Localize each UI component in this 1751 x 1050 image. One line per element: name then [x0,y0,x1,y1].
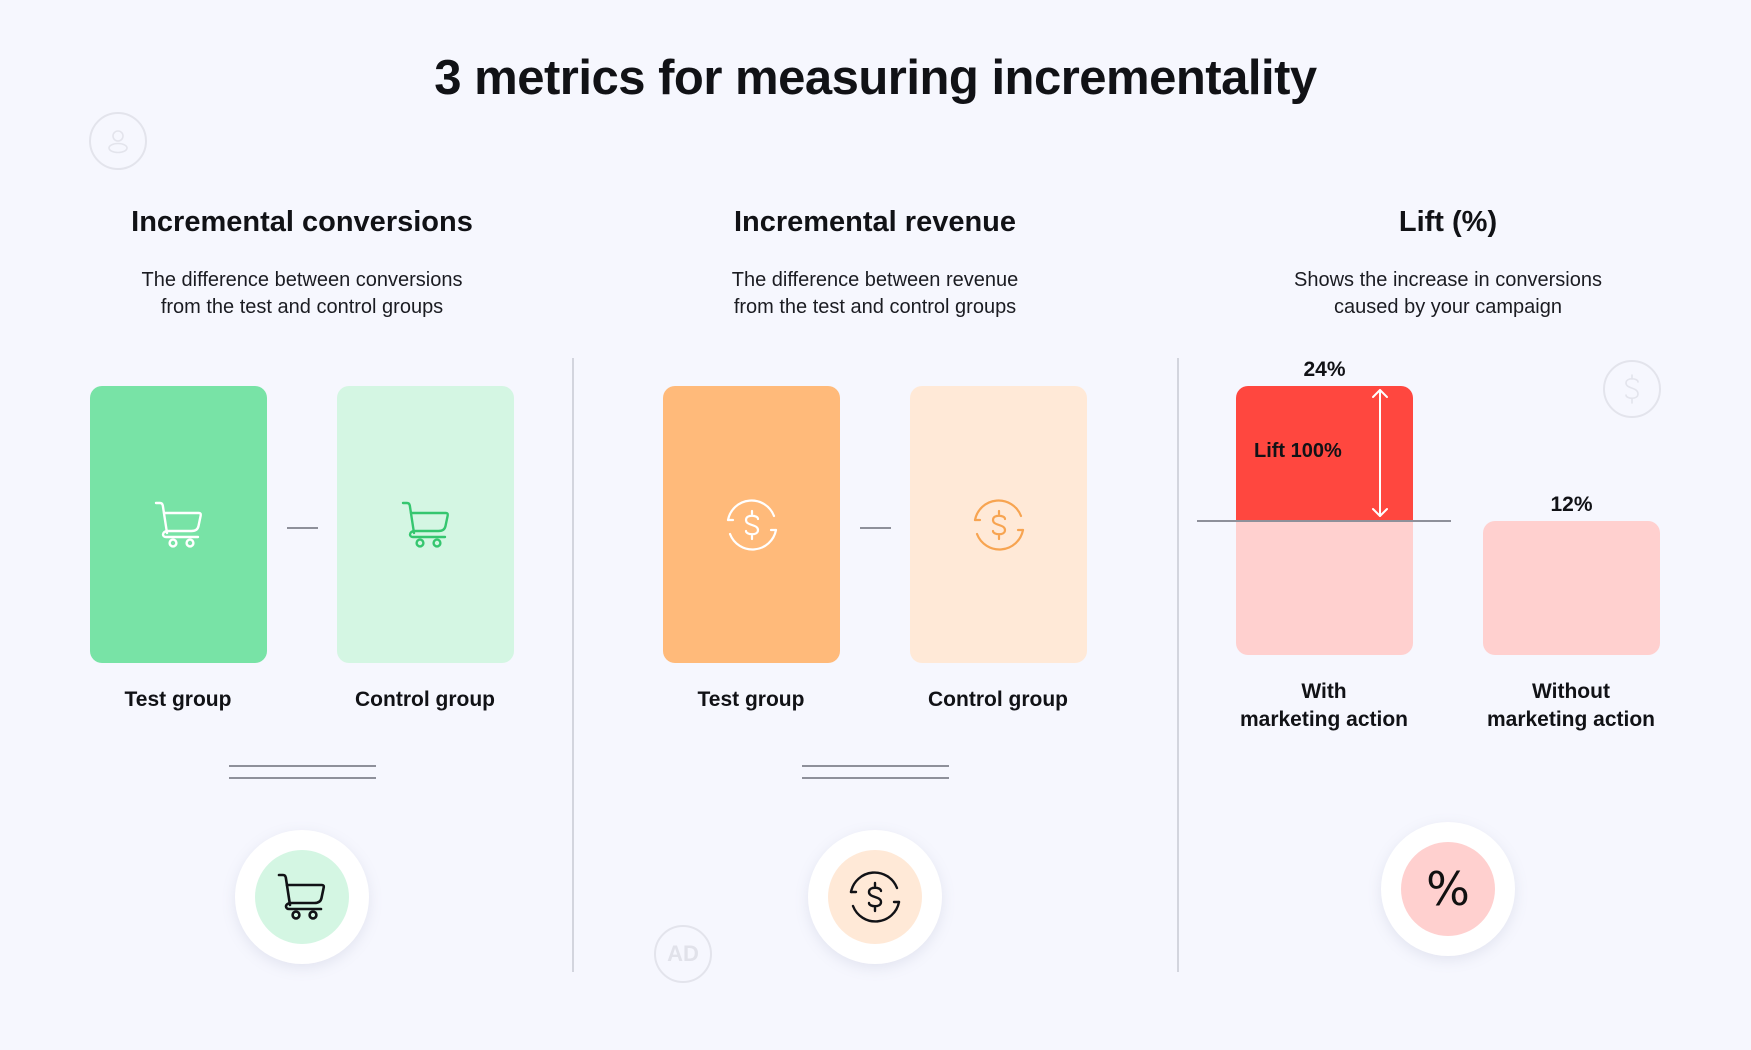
equals-operator-line [229,777,376,779]
baseline-segment [1236,521,1413,655]
without-marketing-label: Without marketing action [1441,678,1701,734]
label-line: marketing action [1239,708,1409,731]
result-badge [808,830,942,964]
baseline-line [1197,520,1451,522]
description-line: The difference between revenue [731,269,1019,291]
label-line: Without [1532,680,1610,703]
ad-badge-text: AD [667,941,699,966]
minus-operator [860,527,891,529]
dollar-cycle-icon [849,871,901,923]
test-group-label: Test group [124,688,232,711]
shopping-cart-icon [401,501,449,548]
control-group-label: Control group [928,688,1068,711]
shopping-cart-icon [154,501,202,548]
user-icon [89,112,147,170]
description-line: The difference between conversions [141,269,463,291]
ad-icon: AD [654,925,712,983]
description-line: from the test and control groups [160,296,444,318]
column-divider [572,358,574,972]
test-group-box [90,386,267,663]
dollar-cycle-icon [973,499,1024,550]
equals-operator-line [802,765,949,767]
with-marketing-bar [1236,386,1413,655]
description-line: from the test and control groups [733,296,1017,318]
metric-description: Shows the increase in conversions caused… [1188,267,1708,321]
with-marketing-label: With marketing action [1194,678,1454,734]
control-group-box [910,386,1087,663]
metric-heading: Incremental conversions [131,206,473,238]
lift-label: Lift 100% [1254,440,1342,462]
without-marketing-bar [1483,521,1660,655]
shopping-cart-icon [277,873,326,920]
dollar-icon [1603,360,1661,418]
test-group-label: Test group [697,688,805,711]
percent-icon: % [1426,862,1470,916]
column-divider [1177,358,1179,972]
test-group-box [663,386,840,663]
metric-heading: Lift (%) [1398,206,1498,238]
description-line: Shows the increase in conversions [1294,269,1602,291]
equals-operator-line [802,777,949,779]
page-title: 3 metrics for measuring incrementality [434,51,1317,105]
minus-operator [287,527,318,529]
dollar-cycle-icon [726,499,777,550]
metric-heading: Incremental revenue [733,206,1017,238]
control-group-box [337,386,514,663]
metric-description: The difference between revenue from the … [615,267,1135,321]
result-badge: % [1381,822,1515,956]
metric-description: The difference between conversions from … [42,267,562,321]
without-value-label: 12% [1550,493,1593,516]
double-arrow-icon [1372,389,1388,517]
equals-operator-line [229,765,376,767]
control-group-label: Control group [355,688,495,711]
with-value-label: 24% [1303,358,1346,381]
result-badge [235,830,369,964]
lift-segment [1236,386,1413,521]
label-line: marketing action [1486,708,1656,731]
label-line: With [1301,680,1347,703]
description-line: caused by your campaign [1334,296,1562,318]
